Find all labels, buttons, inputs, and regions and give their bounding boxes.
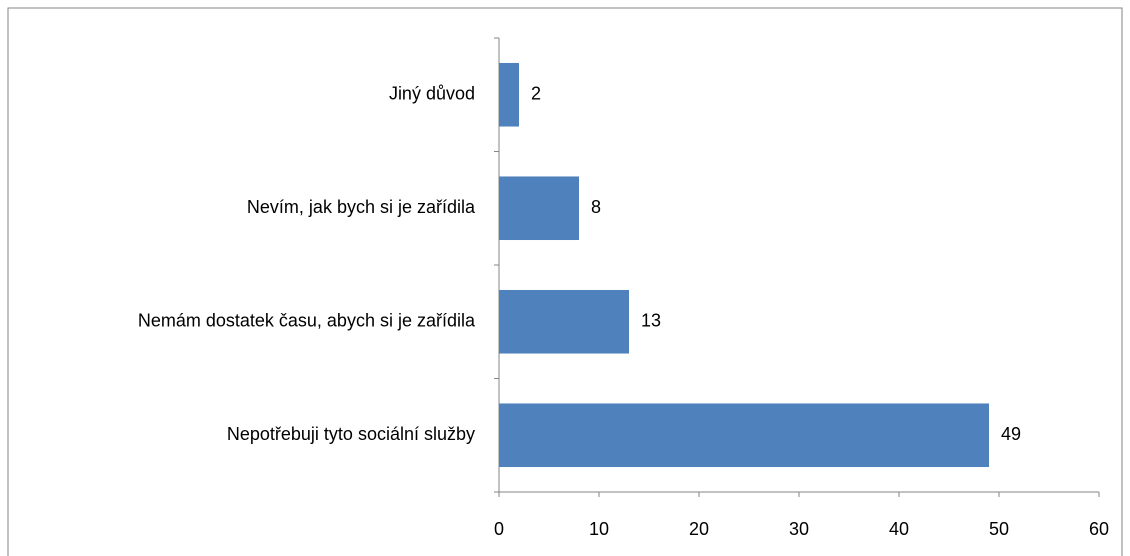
- y-tick-label: Nepotřebuji tyto sociální služby: [227, 424, 475, 444]
- data-label: 13: [641, 311, 661, 331]
- x-tick-label: 50: [989, 519, 1009, 539]
- data-label: 8: [591, 197, 601, 217]
- x-tick-label: 20: [689, 519, 709, 539]
- x-tick-label: 10: [589, 519, 609, 539]
- bar: [499, 62, 519, 127]
- x-tick-label: 40: [889, 519, 909, 539]
- data-label: 2: [531, 84, 541, 104]
- x-tick-label: 60: [1089, 519, 1109, 539]
- bar: [499, 403, 989, 468]
- bar: [499, 289, 629, 354]
- x-tick-label: 30: [789, 519, 809, 539]
- x-tick-label: 0: [494, 519, 504, 539]
- y-tick-label: Nevím, jak bych si je zařídila: [247, 197, 476, 217]
- bar: [499, 176, 579, 241]
- chart-frame: [7, 7, 1123, 556]
- y-tick-label: Jiný důvod: [389, 84, 475, 104]
- y-tick-label: Nemám dostatek času, abych si je zařídil…: [138, 311, 476, 331]
- data-label: 49: [1001, 424, 1021, 444]
